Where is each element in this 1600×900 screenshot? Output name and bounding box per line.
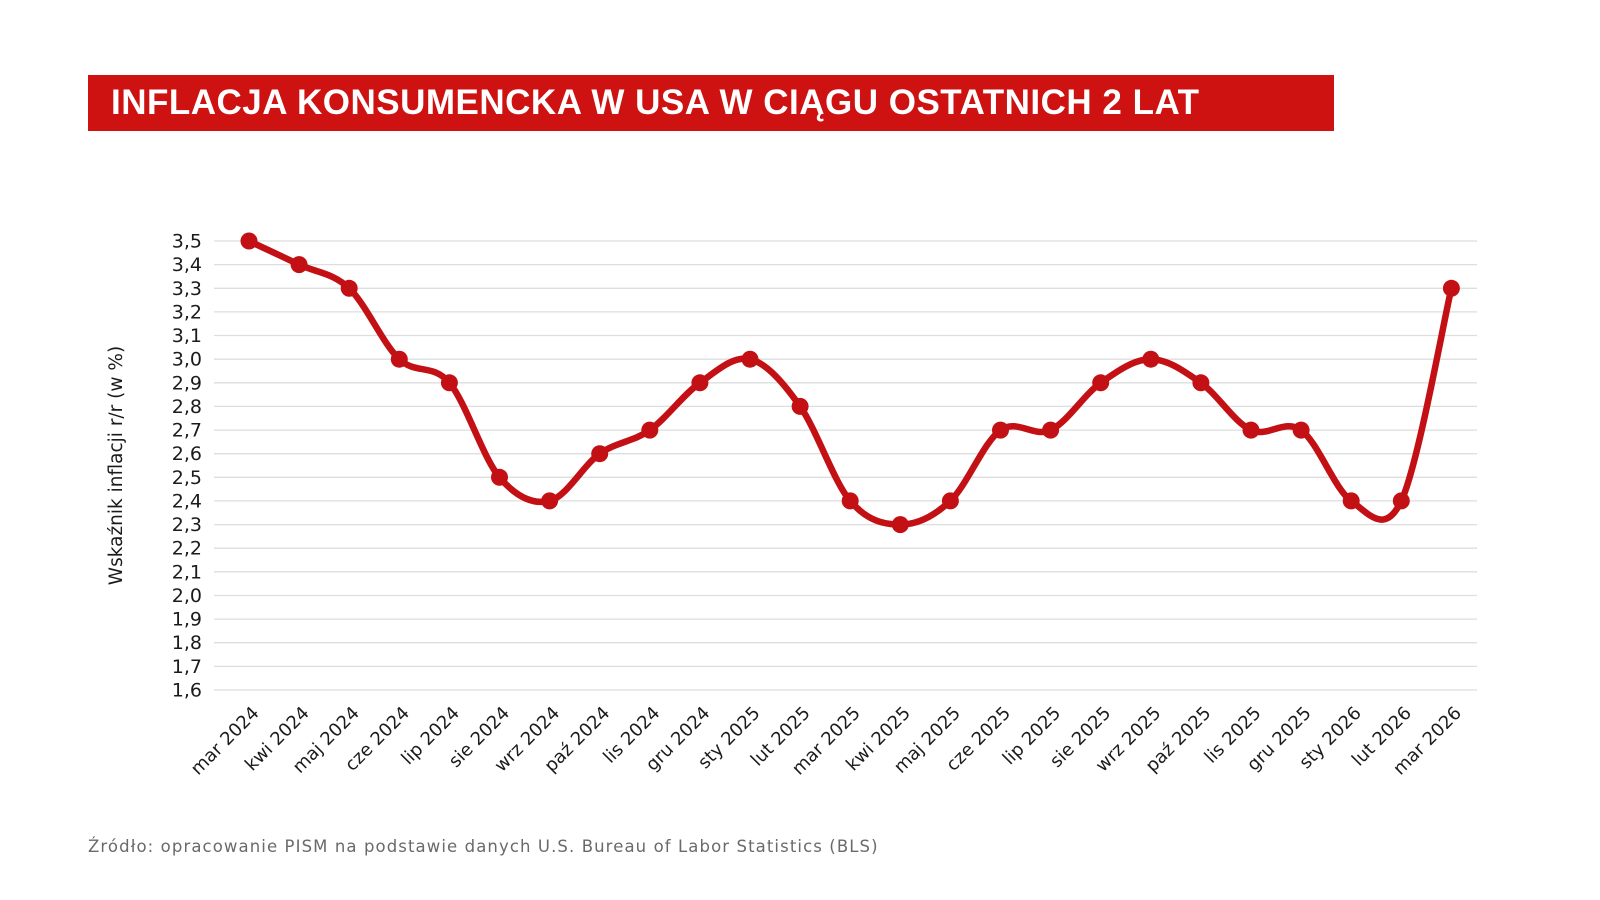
y-tick-label: 2,1	[172, 561, 202, 583]
y-tick-label: 1,7	[172, 656, 202, 678]
y-tick-label: 2,7	[172, 420, 202, 442]
data-point	[290, 256, 308, 274]
data-point	[1342, 492, 1360, 510]
y-tick-label: 3,0	[172, 349, 202, 371]
data-point	[491, 468, 508, 486]
data-point	[1292, 421, 1310, 439]
data-point	[440, 374, 458, 392]
title-banner: INFLACJA KONSUMENCKA W USA W CIĄGU OSTAT…	[88, 75, 1334, 131]
data-point	[691, 374, 709, 392]
y-tick-label: 3,1	[172, 325, 202, 347]
data-point	[992, 421, 1009, 439]
y-tick-label: 1,6	[172, 680, 202, 702]
chart-title: INFLACJA KONSUMENCKA W USA W CIĄGU OSTAT…	[111, 83, 1200, 122]
y-tick-label: 2,3	[172, 514, 202, 536]
y-tick-label: 1,9	[172, 609, 202, 631]
y-tick-label: 2,0	[172, 585, 202, 607]
data-point	[240, 232, 258, 250]
y-tick-label: 3,4	[172, 254, 202, 276]
y-axis-title: Wskaźnik inflacji r/r (w %)	[106, 346, 127, 585]
y-tick-label: 3,3	[172, 278, 202, 300]
data-point	[841, 492, 859, 510]
y-tick-label: 2,5	[172, 467, 202, 489]
y-tick-label: 2,2	[172, 538, 202, 560]
data-point	[741, 350, 759, 368]
data-point	[1242, 421, 1260, 439]
y-tick-label: 2,8	[172, 396, 202, 418]
data-point	[641, 421, 659, 439]
y-tick-label: 2,6	[172, 443, 202, 465]
data-point	[340, 279, 358, 297]
y-tick-label: 1,8	[172, 632, 202, 654]
data-point	[941, 492, 959, 510]
y-tick-label: 3,5	[172, 231, 202, 253]
data-point	[891, 516, 909, 534]
y-tick-label: 2,9	[172, 372, 202, 394]
data-point	[390, 350, 408, 368]
y-tick-label: 3,2	[172, 301, 202, 323]
data-point	[1442, 279, 1460, 297]
data-point	[1192, 374, 1210, 392]
data-point	[1092, 374, 1110, 392]
data-point	[541, 492, 559, 510]
source-caption: Źródło: opracowanie PISM na podstawie da…	[88, 837, 879, 856]
data-point	[791, 397, 809, 415]
data-point	[591, 445, 609, 463]
data-point	[1392, 492, 1410, 510]
data-point	[1042, 421, 1060, 439]
y-tick-label: 2,4	[172, 490, 202, 512]
data-point	[1142, 350, 1160, 368]
